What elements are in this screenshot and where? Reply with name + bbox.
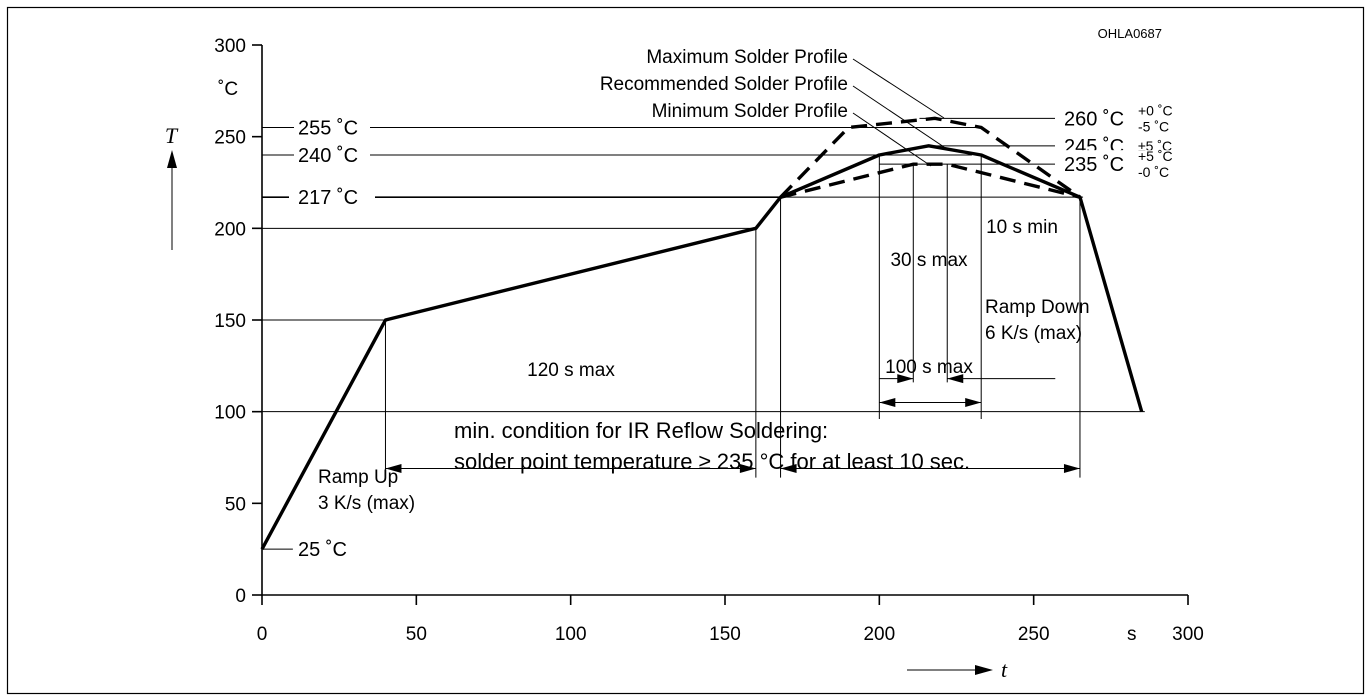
series-maximum-solder-profile	[779, 116, 1081, 199]
series-minimum-solder-profile	[780, 162, 1081, 199]
dim-120s-head	[739, 464, 756, 473]
left-label-3: 25 ˚C	[298, 539, 347, 561]
figure-border	[6, 6, 1365, 695]
dim-100s-tail	[780, 464, 797, 473]
x-tick-label-5: 250	[1018, 624, 1050, 645]
note-line-2: solder point temperature ≥ 235 °C for at…	[454, 449, 970, 474]
right-label-sub-2: -0 ˚C	[1138, 164, 1169, 180]
duration-30s-label: 30 s max	[890, 250, 968, 271]
x-axis-arrowhead	[975, 665, 993, 675]
duration-120s-label: 120 s max	[527, 360, 615, 381]
right-label-0: 260 ˚C	[1064, 108, 1124, 130]
dimension-annotations	[384, 155, 1081, 478]
ramp-down-rate: 6 K/s (max)	[985, 323, 1082, 344]
y-tick-label-5: 250	[214, 128, 246, 149]
dim-120s-tail	[385, 464, 402, 473]
x-tick-label-1: 50	[406, 624, 427, 645]
left-label-1: 240 ˚C	[298, 145, 358, 167]
y-tick-label-6: 300	[214, 36, 246, 57]
x-axis-symbol: t	[1001, 657, 1008, 682]
left-label-bg-3	[294, 537, 370, 562]
y-axis-arrowhead	[167, 150, 177, 168]
dim-10s-left-head	[897, 374, 914, 384]
series-group	[260, 116, 1144, 551]
ramp-up-rate: 3 K/s (max)	[318, 493, 415, 514]
dim-30s-tail	[879, 398, 896, 407]
left-temperature-labels: 255 ˚C 240 ˚C 217 ˚C 25 ˚C	[294, 115, 370, 562]
y-axis-unit: ˚C	[218, 79, 238, 100]
legend-recommended-profile: Recommended Solder Profile	[600, 74, 848, 95]
x-tick-label-4: 200	[863, 624, 895, 645]
left-label-2: 217 ˚C	[298, 187, 358, 209]
duration-100s-label: 100 s max	[885, 357, 973, 378]
legend-minimum-leader	[852, 112, 932, 167]
right-label-sub-0: -5 ˚C	[1138, 118, 1169, 134]
x-tick-label-6: 300	[1172, 624, 1204, 645]
left-label-bg-2	[294, 185, 370, 210]
y-axis-ticks: 0 50 100 150 200 250 300	[214, 36, 262, 607]
x-axis-unit: s	[1127, 624, 1137, 645]
right-label-sup-0: +0 ˚C	[1138, 102, 1173, 118]
ramp-up-label: Ramp Up	[318, 467, 398, 488]
left-label-0: 255 ˚C	[298, 118, 358, 140]
dim-30s-head	[965, 398, 982, 407]
series-recommended-solder-profile	[260, 144, 1144, 551]
legend-minimum-profile: Minimum Solder Profile	[652, 101, 848, 122]
y-tick-label-2: 100	[214, 403, 246, 424]
right-label-bg-0	[1058, 104, 1178, 133]
note-line-1: min. condition for IR Reflow Soldering:	[454, 418, 828, 443]
right-label-2: 235 ˚C	[1064, 154, 1124, 176]
left-label-bg-0	[294, 115, 370, 140]
ramp-down-label: Ramp Down	[985, 297, 1090, 318]
y-axis-symbol: T	[165, 123, 179, 148]
x-tick-label-0: 0	[257, 624, 268, 645]
legend-maximum-profile: Maximum Solder Profile	[646, 47, 848, 68]
dim-10s-right-head	[947, 374, 964, 384]
left-label-bg-1	[294, 143, 370, 167]
y-tick-label-4: 200	[214, 219, 246, 240]
y-tick-label-0: 0	[235, 586, 246, 607]
x-axis-ticks: 0 50 100 150 200 250 300	[257, 595, 1204, 645]
legend-maximum-leader	[852, 58, 945, 119]
duration-10s-label: 10 s min	[986, 217, 1058, 238]
dim-100s-head	[1063, 464, 1080, 473]
right-label-bg-2	[1058, 150, 1178, 179]
x-tick-label-3: 150	[709, 624, 741, 645]
y-tick-label-1: 50	[225, 494, 246, 515]
y-tick-label-3: 150	[214, 311, 246, 332]
legend-recommended-leader	[852, 85, 945, 148]
x-tick-label-2: 100	[555, 624, 587, 645]
right-label-sup-1: ±5 ˚C	[1138, 138, 1172, 154]
right-label-sup-2: +5 ˚C	[1138, 148, 1173, 164]
figure-id: OHLA0687	[1098, 26, 1162, 41]
